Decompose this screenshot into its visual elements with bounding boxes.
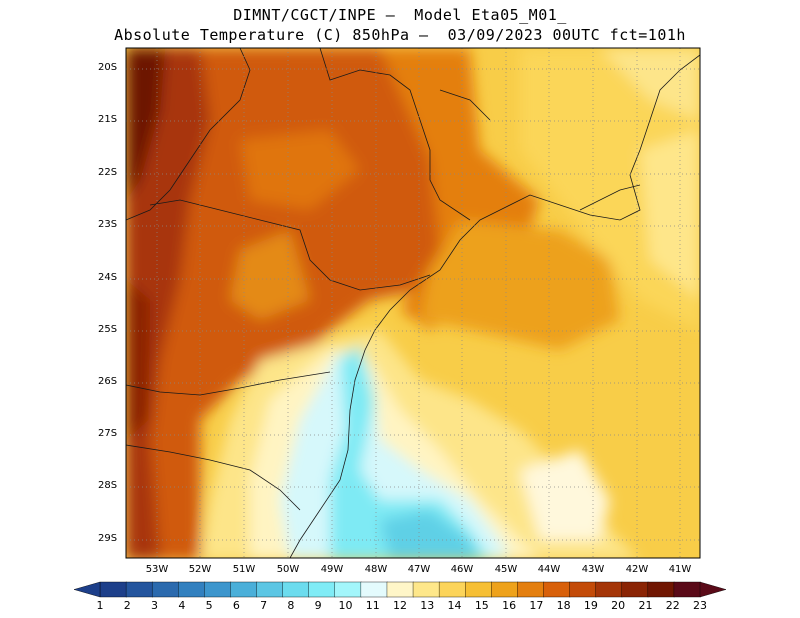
coastline: [289, 54, 700, 558]
chart-title-line1: DIMNT/CGCT/INPE – Model Eta05_M01_: [233, 6, 567, 24]
colorbar-swatch-5: [204, 581, 232, 598]
field-patch1: [240, 130, 360, 210]
colorbar-label-2: 2: [123, 599, 131, 612]
colorbar-swatch-8: [282, 581, 310, 598]
colorbar-label-7: 7: [260, 599, 268, 612]
state-border-rj: [579, 184, 641, 211]
field-darkred: [126, 280, 150, 440]
field-patch2: [230, 230, 310, 320]
lon-label-46w: 46W: [450, 564, 474, 575]
colorbar: [73, 581, 727, 598]
map-frame: [125, 47, 701, 559]
colorbar-swatch-7: [256, 581, 284, 598]
lon-label-52w: 52W: [188, 564, 212, 575]
reservoir: [439, 89, 491, 121]
colorbar-label-6: 6: [232, 599, 240, 612]
colorbar-label-10: 10: [338, 599, 353, 612]
lon-label-53w: 53W: [145, 564, 169, 575]
lon-label-45w: 45W: [494, 564, 518, 575]
colorbar-swatch-21: [621, 581, 649, 598]
state-border-rs: [126, 444, 301, 511]
colorbar-label-4: 4: [178, 599, 186, 612]
field-paleyellow-ne: [600, 48, 700, 120]
colorbar-swatch-12: [386, 581, 414, 598]
colorbar-swatch-17: [517, 581, 545, 598]
colorbar-label-3: 3: [151, 599, 159, 612]
colorbar-label-19: 19: [583, 599, 598, 612]
colorbar-swatch-18: [543, 581, 571, 598]
colorbar-label-20: 20: [611, 599, 626, 612]
state-border-mg-sp: [319, 48, 471, 221]
colorbar-label-21: 21: [638, 599, 653, 612]
colorbar-label-17: 17: [529, 599, 544, 612]
colorbar-label-12: 12: [393, 599, 407, 612]
colorbar-label-15: 15: [474, 599, 489, 612]
colorbar-label-22: 22: [665, 599, 680, 612]
colorbar-swatch-15: [465, 581, 493, 598]
lat-label-21s: 21S: [98, 114, 118, 125]
colorbar-swatch-4: [178, 581, 206, 598]
lat-label-26s: 26S: [98, 376, 118, 387]
colorbar-label-23: 23: [693, 599, 707, 612]
colorbar-label-13: 13: [420, 599, 435, 612]
colorbar-swatch-23: [673, 581, 701, 598]
lon-label-44w: 44W: [537, 564, 561, 575]
colorbar-label-14: 14: [447, 599, 462, 612]
field-cyan-deep: [380, 510, 479, 558]
colorbar-label-11: 11: [365, 599, 380, 612]
colorbar-swatch-16: [491, 581, 519, 598]
colorbar-swatch-1: [99, 581, 127, 598]
lon-label-42w: 42W: [625, 564, 649, 575]
lon-label-50w: 50W: [276, 564, 300, 575]
colorbar-label-18: 18: [556, 599, 571, 612]
lat-label-29s: 29S: [98, 533, 118, 544]
colorbar-swatch-2: [125, 581, 153, 598]
colorbar-label-1: 1: [96, 599, 104, 612]
lat-label-24s: 24S: [98, 272, 118, 283]
chart-title-line2: Absolute Temperature (C) 850hPa – 03/09/…: [114, 26, 686, 44]
colorbar-swatch-14: [438, 581, 466, 598]
colorbar-swatch-13: [412, 581, 440, 598]
lat-label-23s: 23S: [98, 219, 118, 230]
colorbar-swatch-9: [308, 581, 336, 598]
colorbar-arrow-low: [73, 581, 101, 598]
lon-label-48w: 48W: [364, 564, 388, 575]
colorbar-label-9: 9: [314, 599, 322, 612]
lon-label-41w: 41W: [668, 564, 692, 575]
field-paleyellow-e: [640, 130, 700, 300]
lat-label-25s: 25S: [98, 324, 118, 335]
field-amber: [420, 220, 620, 350]
field-maroon: [126, 48, 165, 200]
lon-label-43w: 43W: [581, 564, 605, 575]
colorbar-swatch-10: [334, 581, 362, 598]
colorbar-label-5: 5: [205, 599, 213, 612]
colorbar-label-8: 8: [287, 599, 295, 612]
lat-label-20s: 20S: [98, 62, 118, 73]
field-cyan: [330, 345, 489, 558]
colorbar-swatch-20: [595, 581, 623, 598]
field-whitish: [520, 450, 610, 540]
lat-label-22s: 22S: [98, 167, 118, 178]
colorbar-label-16: 16: [502, 599, 517, 612]
colorbar-swatch-3: [151, 581, 179, 598]
lon-label-51w: 51W: [232, 564, 256, 575]
lat-label-28s: 28S: [98, 480, 118, 491]
colorbar-swatch-22: [647, 581, 675, 598]
colorbar-swatch-19: [569, 581, 597, 598]
lon-label-49w: 49W: [320, 564, 344, 575]
colorbar-swatch-11: [360, 581, 388, 598]
lat-label-27s: 27S: [98, 428, 118, 439]
colorbar-arrow-high: [699, 581, 727, 598]
colorbar-swatch-6: [230, 581, 258, 598]
state-border-sc: [126, 371, 331, 396]
field-red: [126, 48, 210, 558]
lon-label-47w: 47W: [407, 564, 431, 575]
graticule: [126, 48, 700, 558]
